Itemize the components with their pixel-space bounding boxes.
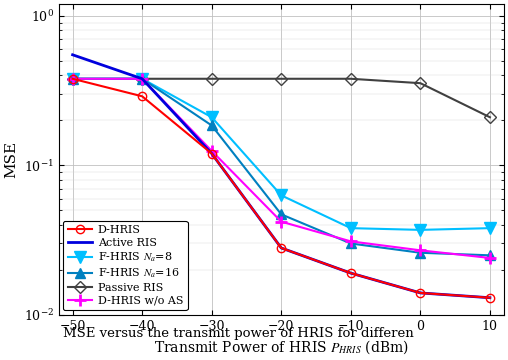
Y-axis label: MSE: MSE bbox=[4, 141, 18, 178]
F-HRIS $N_a$=8 bbox=[487, 226, 493, 230]
Active RIS bbox=[487, 296, 493, 300]
F-HRIS $N_a$=8 bbox=[70, 77, 76, 81]
F-HRIS $N_a$=8 bbox=[209, 115, 215, 120]
Passive RIS bbox=[139, 77, 145, 81]
Active RIS bbox=[278, 246, 284, 250]
Line: D-HRIS w/o AS: D-HRIS w/o AS bbox=[67, 73, 495, 264]
D-HRIS bbox=[209, 152, 215, 156]
D-HRIS w/o AS bbox=[487, 256, 493, 260]
Passive RIS bbox=[278, 77, 284, 81]
D-HRIS bbox=[278, 246, 284, 250]
Active RIS bbox=[417, 291, 423, 295]
D-HRIS bbox=[139, 94, 145, 99]
F-HRIS $N_a$=16 bbox=[487, 253, 493, 257]
Line: F-HRIS $N_a$=16: F-HRIS $N_a$=16 bbox=[68, 74, 495, 260]
Line: F-HRIS $N_a$=8: F-HRIS $N_a$=8 bbox=[67, 73, 495, 235]
D-HRIS w/o AS bbox=[209, 149, 215, 153]
D-HRIS w/o AS bbox=[348, 239, 354, 243]
F-HRIS $N_a$=16 bbox=[417, 251, 423, 255]
D-HRIS w/o AS bbox=[70, 77, 76, 81]
D-HRIS w/o AS bbox=[278, 220, 284, 224]
Legend: D-HRIS, Active RIS, F-HRIS $N_a$=8, F-HRIS $N_a$=16, Passive RIS, D-HRIS w/o AS: D-HRIS, Active RIS, F-HRIS $N_a$=8, F-HR… bbox=[63, 221, 187, 310]
D-HRIS bbox=[487, 296, 493, 300]
F-HRIS $N_a$=16 bbox=[70, 77, 76, 81]
D-HRIS w/o AS bbox=[139, 77, 145, 81]
Passive RIS bbox=[70, 77, 76, 81]
Line: Passive RIS: Passive RIS bbox=[69, 75, 494, 121]
F-HRIS $N_a$=16 bbox=[278, 212, 284, 216]
D-HRIS bbox=[417, 291, 423, 295]
F-HRIS $N_a$=8 bbox=[278, 193, 284, 198]
Passive RIS bbox=[209, 77, 215, 81]
D-HRIS w/o AS bbox=[417, 248, 423, 252]
F-HRIS $N_a$=8 bbox=[417, 228, 423, 232]
X-axis label: Transmit Power of HRIS $P_{HRIS}$ (dBm): Transmit Power of HRIS $P_{HRIS}$ (dBm) bbox=[154, 338, 409, 356]
Line: Active RIS: Active RIS bbox=[73, 55, 490, 298]
F-HRIS $N_a$=8 bbox=[348, 226, 354, 230]
F-HRIS $N_a$=8 bbox=[139, 77, 145, 81]
D-HRIS bbox=[70, 77, 76, 81]
Passive RIS bbox=[417, 81, 423, 85]
Active RIS bbox=[348, 271, 354, 275]
F-HRIS $N_a$=16 bbox=[139, 77, 145, 81]
D-HRIS bbox=[348, 271, 354, 275]
Passive RIS bbox=[348, 77, 354, 81]
Text: MSE versus the transmit power of HRIS for differen: MSE versus the transmit power of HRIS fo… bbox=[63, 327, 414, 340]
Line: D-HRIS: D-HRIS bbox=[69, 75, 494, 302]
Active RIS bbox=[209, 152, 215, 156]
Active RIS bbox=[70, 53, 76, 57]
F-HRIS $N_a$=16 bbox=[348, 241, 354, 246]
Active RIS bbox=[139, 77, 145, 81]
F-HRIS $N_a$=16 bbox=[209, 123, 215, 128]
Passive RIS bbox=[487, 115, 493, 120]
